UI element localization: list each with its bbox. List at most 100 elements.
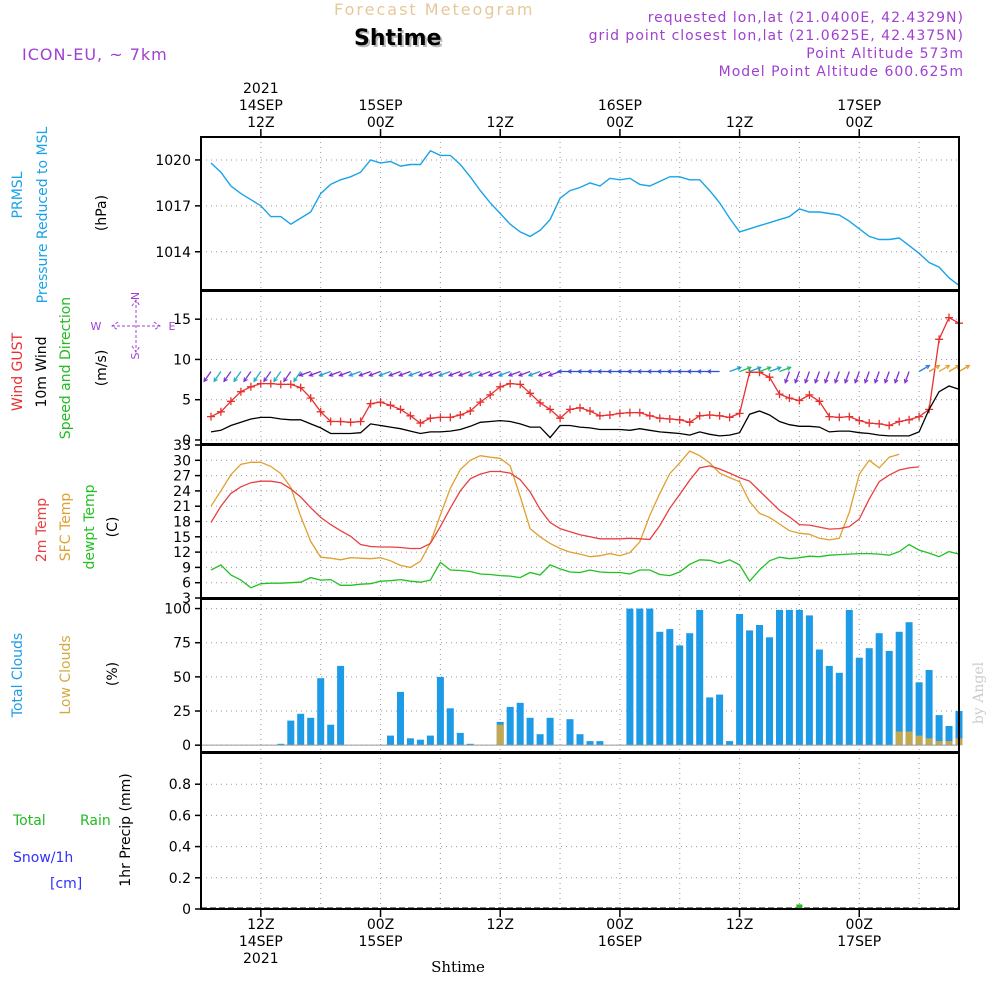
total-cloud-bar bbox=[785, 609, 793, 746]
temp-ytick-label: 21 bbox=[173, 499, 191, 515]
wind-barb-head bbox=[935, 364, 941, 370]
total-cloud-bar bbox=[815, 649, 823, 746]
temp-ytick-label: 24 bbox=[173, 484, 191, 500]
wind-gust-marker bbox=[356, 417, 365, 426]
top-time-label: 14SEP bbox=[239, 98, 283, 114]
wind-barb-head bbox=[517, 372, 523, 377]
wind-gust-marker bbox=[556, 414, 565, 423]
wind-barb-head bbox=[844, 378, 849, 384]
wind-barb bbox=[794, 371, 801, 384]
wind-barb bbox=[894, 371, 900, 384]
wind-gust-marker bbox=[775, 390, 784, 399]
wind-gust-marker bbox=[506, 379, 515, 388]
grid-point-coords: grid point closest lon,lat (21.0625E, 42… bbox=[588, 28, 964, 44]
bottom-time-label: 12Z bbox=[247, 917, 274, 933]
total-cloud-bar bbox=[895, 631, 903, 746]
wind-gust-marker bbox=[705, 411, 714, 419]
wind-barb bbox=[349, 370, 361, 377]
wind-barb-head bbox=[213, 377, 218, 383]
temp-2m-line bbox=[210, 465, 920, 550]
pressure-ytick-label: 1017 bbox=[155, 199, 191, 215]
wind-barb bbox=[918, 364, 930, 373]
wind-barb-head bbox=[293, 377, 298, 383]
total-cloud-bar bbox=[436, 676, 444, 746]
total-cloud-bar bbox=[865, 648, 873, 746]
total-cloud-bar bbox=[885, 650, 893, 746]
wind-barb-head bbox=[477, 372, 483, 377]
wind-gust-marker bbox=[595, 411, 604, 420]
wind-barb bbox=[769, 366, 782, 373]
low-cloud-bar bbox=[945, 741, 953, 746]
label-layer: 1014101710200510153691215182124273033025… bbox=[10, 81, 987, 976]
total-cloud-bar bbox=[716, 694, 724, 746]
precip-ytick-label: 0.4 bbox=[169, 840, 191, 856]
temp-ytick-label: 12 bbox=[173, 545, 191, 561]
wind-barb bbox=[528, 370, 541, 377]
bottom-time-label: 00Z bbox=[606, 917, 633, 933]
precip-ytick-label: 0.8 bbox=[169, 777, 191, 793]
model-point-altitude: Model Point Altitude 600.625m bbox=[718, 64, 964, 80]
low-cloud-bar bbox=[915, 735, 923, 746]
temp-ytick-label: 9 bbox=[182, 560, 191, 576]
precip-ytick-label: 0.6 bbox=[169, 808, 191, 824]
wind-barb-head bbox=[696, 369, 702, 374]
temp-2m-label: 2m Temp bbox=[34, 498, 50, 562]
total-cloud-bar bbox=[726, 741, 734, 746]
wind-gust-marker bbox=[476, 398, 485, 407]
wind-barb-head bbox=[253, 377, 258, 383]
wind-barb-head bbox=[883, 378, 889, 384]
wind-gust-marker bbox=[546, 405, 555, 414]
wind-barb-head bbox=[547, 372, 553, 377]
wind-gust-marker bbox=[536, 398, 545, 407]
low-cloud-bar bbox=[925, 738, 933, 746]
wind-barb bbox=[468, 370, 481, 377]
wind-gust-marker bbox=[655, 414, 664, 423]
wind-barb-head bbox=[348, 372, 354, 377]
wind-barb bbox=[488, 370, 501, 377]
wind-gust-marker bbox=[207, 412, 215, 421]
wind-gust-marker bbox=[316, 407, 325, 416]
wind-barb-head bbox=[626, 369, 632, 374]
wind-barb-head bbox=[666, 369, 672, 374]
wind-gust-marker bbox=[945, 313, 953, 322]
wind-barb-head bbox=[263, 377, 268, 383]
wind-barb-head bbox=[706, 369, 712, 374]
wind-gust-marker bbox=[396, 405, 405, 414]
wind-gust-marker bbox=[835, 413, 844, 422]
wind-barb bbox=[538, 370, 551, 377]
precip-panel-frame bbox=[200, 752, 960, 910]
wind-barb bbox=[293, 371, 302, 382]
wind-gust-marker bbox=[795, 396, 804, 405]
wind-gust-marker bbox=[895, 417, 904, 426]
rain-bar bbox=[796, 904, 803, 909]
bottom-time-label: 00Z bbox=[846, 917, 873, 933]
wind-barb-head bbox=[586, 369, 592, 374]
top-time-label: 17SEP bbox=[837, 98, 881, 114]
wind-barb-head bbox=[318, 372, 324, 377]
low-clouds-label: Low Clouds bbox=[58, 635, 74, 714]
total-cloud-bar bbox=[825, 665, 833, 746]
wind-barb bbox=[263, 371, 272, 382]
clouds-unit-label: (%) bbox=[105, 662, 121, 686]
wind-gust-marker bbox=[875, 419, 884, 428]
wind-barb bbox=[243, 371, 252, 382]
total-cloud-bar bbox=[337, 665, 345, 746]
temp-unit-label: (C) bbox=[105, 517, 121, 538]
wind-gust-marker bbox=[735, 409, 744, 418]
total-cloud-bar bbox=[656, 631, 664, 746]
wind-panel-frame bbox=[200, 290, 960, 445]
wind-barb-head bbox=[965, 364, 971, 370]
sfc-temp-line bbox=[210, 450, 900, 569]
wind-gust-marker bbox=[346, 418, 355, 427]
watermark: by Angel bbox=[971, 661, 987, 724]
wind-barb bbox=[518, 370, 531, 377]
wind-barb bbox=[388, 370, 401, 377]
total-cloud-bar bbox=[746, 630, 754, 746]
compass-north: N bbox=[129, 292, 142, 300]
wind-gust-marker bbox=[436, 413, 445, 422]
compass-south: S bbox=[129, 352, 142, 359]
wind-gust-marker bbox=[935, 335, 944, 344]
wind-barb-head bbox=[756, 366, 762, 371]
wind-barb-head bbox=[378, 372, 384, 377]
dewpt-temp-line bbox=[210, 543, 960, 589]
